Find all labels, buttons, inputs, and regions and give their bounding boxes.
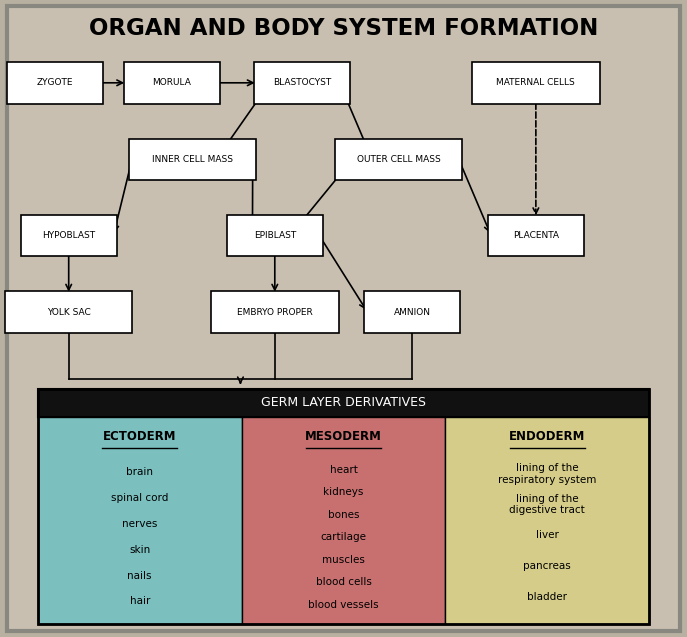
Text: liver: liver [536,531,559,540]
FancyBboxPatch shape [5,292,133,333]
Text: EPIBLAST: EPIBLAST [254,231,296,240]
FancyBboxPatch shape [227,215,323,257]
Text: OUTER CELL MASS: OUTER CELL MASS [357,155,440,164]
Text: bones: bones [328,510,359,520]
Text: BLASTOCYST: BLASTOCYST [273,78,331,87]
FancyBboxPatch shape [124,62,220,103]
Text: muscles: muscles [322,555,365,565]
Text: hair: hair [130,596,150,606]
Text: HYPOBLAST: HYPOBLAST [42,231,95,240]
Text: EMBRYO PROPER: EMBRYO PROPER [237,308,313,317]
FancyBboxPatch shape [335,139,462,180]
Text: heart: heart [330,465,357,475]
Text: nails: nails [128,571,152,580]
FancyBboxPatch shape [488,215,584,257]
FancyBboxPatch shape [7,62,103,103]
Text: bladder: bladder [528,592,567,602]
FancyBboxPatch shape [38,417,242,624]
Text: AMNION: AMNION [394,308,431,317]
Text: skin: skin [129,545,150,555]
Text: blood vessels: blood vessels [308,600,379,610]
FancyBboxPatch shape [445,417,649,624]
FancyBboxPatch shape [211,292,339,333]
FancyBboxPatch shape [38,389,649,417]
Text: ZYGOTE: ZYGOTE [36,78,74,87]
Text: YOLK SAC: YOLK SAC [47,308,91,317]
Text: PLACENTA: PLACENTA [513,231,559,240]
Text: brain: brain [126,467,153,476]
Text: MORULA: MORULA [153,78,191,87]
Text: pancreas: pancreas [523,561,571,571]
FancyBboxPatch shape [128,139,256,180]
Text: MESODERM: MESODERM [305,430,382,443]
FancyBboxPatch shape [254,62,350,103]
FancyBboxPatch shape [242,417,445,624]
FancyBboxPatch shape [7,6,680,631]
Text: nerves: nerves [122,519,157,529]
Text: kidneys: kidneys [324,487,363,497]
Text: spinal cord: spinal cord [111,492,168,503]
FancyBboxPatch shape [472,62,600,103]
Text: lining of the
digestive tract: lining of the digestive tract [510,494,585,515]
Text: cartilage: cartilage [321,533,366,543]
FancyBboxPatch shape [21,215,117,257]
Text: blood cells: blood cells [315,577,372,587]
FancyBboxPatch shape [364,292,460,333]
Text: GERM LAYER DERIVATIVES: GERM LAYER DERIVATIVES [261,396,426,410]
Text: MATERNAL CELLS: MATERNAL CELLS [497,78,575,87]
Text: INNER CELL MASS: INNER CELL MASS [152,155,233,164]
Text: lining of the
respiratory system: lining of the respiratory system [498,463,596,485]
Text: ORGAN AND BODY SYSTEM FORMATION: ORGAN AND BODY SYSTEM FORMATION [89,17,598,40]
Text: ECTODERM: ECTODERM [103,430,177,443]
Text: ENDODERM: ENDODERM [509,430,585,443]
